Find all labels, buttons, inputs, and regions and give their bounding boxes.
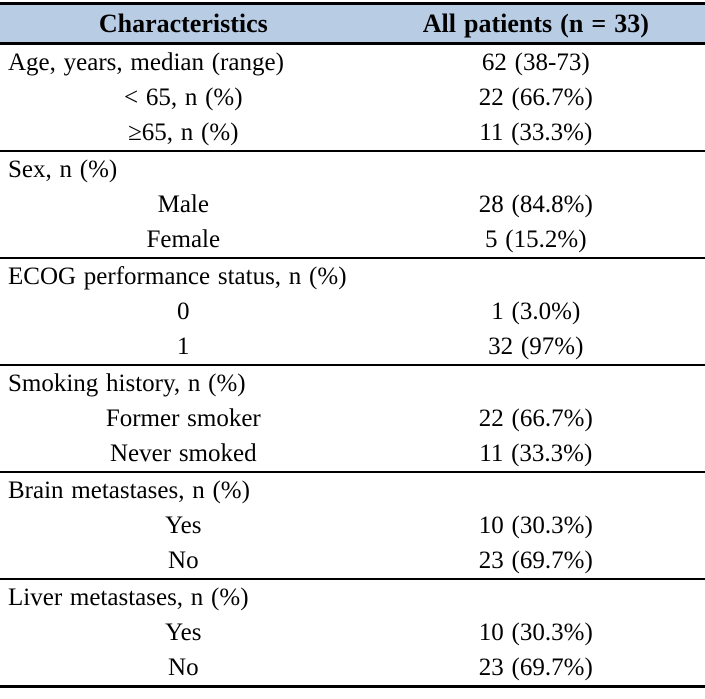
table-row: < 65, n (%) 22 (66.7%) (0, 80, 705, 115)
table-row: 1 32 (97%) (0, 329, 705, 366)
row-label-cell: No (0, 543, 367, 580)
row-label-cell: Liver metastases, n (%) (8, 583, 249, 611)
table-row: Yes 10 (30.3%) (0, 508, 705, 543)
row-value-cell: 22 (66.7%) (478, 404, 593, 432)
row-value-cell: 11 (33.3%) (366, 436, 705, 473)
row-value-cell: 32 (97%) (366, 329, 705, 366)
row-value-cell: 11 (33.3%) (366, 115, 705, 152)
row-label-cell: ≥65, n (%) (0, 115, 367, 152)
row-value-cell: 28 (84.8%) (478, 190, 593, 218)
row-label-cell: Yes (165, 618, 202, 646)
row-value-cell (367, 151, 705, 187)
row-label-cell: Former smoker (105, 404, 261, 432)
row-label-cell: No (0, 650, 367, 688)
row-value-cell (367, 579, 705, 615)
row-label-cell: Age, years, median (range) (8, 48, 284, 76)
row-value-cell (367, 365, 705, 401)
row-value-cell: 10 (30.3%) (478, 511, 593, 539)
row-label-cell: < 65, n (%) (124, 83, 243, 111)
row-label-cell: ECOG performance status, n (%) (8, 262, 347, 290)
table-row: Brain metastases, n (%) (0, 472, 705, 508)
row-label-cell: 0 (177, 297, 190, 325)
row-label-cell: Sex, n (%) (8, 155, 118, 183)
table-row: 0 1 (3.0%) (0, 294, 705, 329)
table-body: Age, years, median (range) 62 (38-73) < 65… (0, 44, 705, 688)
header-cell-all-patients: All patients (n = 33) (366, 2, 705, 45)
table-row: No 23 (69.7%) (0, 650, 705, 688)
row-label-cell: Brain metastases, n (%) (8, 476, 250, 504)
table-row: Sex, n (%) (0, 151, 705, 187)
table-row: Yes 10 (30.3%) (0, 615, 705, 650)
header-row: Characteristics All patients (n = 33) (0, 2, 705, 45)
table-row: Age, years, median (range) 62 (38-73) (0, 44, 705, 81)
row-label-cell: Female (0, 222, 367, 259)
row-value-cell: 62 (38-73) (481, 48, 590, 76)
row-value-cell: 5 (15.2%) (366, 222, 705, 259)
row-value-cell: 23 (69.7%) (366, 543, 705, 580)
table-row: No 23 (69.7%) (0, 543, 705, 580)
table-row: ≥65, n (%) 11 (33.3%) (0, 115, 705, 152)
row-label-cell: Male (157, 190, 209, 218)
row-label-cell: Never smoked (0, 436, 367, 473)
row-value-cell (367, 472, 705, 508)
table-row: Female 5 (15.2%) (0, 222, 705, 259)
row-value-cell: 22 (66.7%) (478, 83, 593, 111)
table-row: Smoking history, n (%) (0, 365, 705, 401)
header-cell-characteristics: Characteristics (0, 2, 367, 45)
table-row: Male 28 (84.8%) (0, 187, 705, 222)
row-value-cell: 23 (69.7%) (366, 650, 705, 688)
row-label-cell: 1 (0, 329, 367, 366)
row-value-cell: 1 (3.0%) (491, 297, 581, 325)
table-row: Never smoked 11 (33.3%) (0, 436, 705, 473)
row-value-cell (367, 258, 705, 294)
table-header: Characteristics All patients (n = 33) (0, 2, 705, 45)
row-label-cell: Yes (165, 511, 202, 539)
table-row: Former smoker 22 (66.7%) (0, 401, 705, 436)
row-label-cell: Smoking history, n (%) (8, 369, 246, 397)
row-value-cell: 10 (30.3%) (478, 618, 593, 646)
table-row: Liver metastases, n (%) (0, 579, 705, 615)
table-row: ECOG performance status, n (%) (0, 258, 705, 294)
